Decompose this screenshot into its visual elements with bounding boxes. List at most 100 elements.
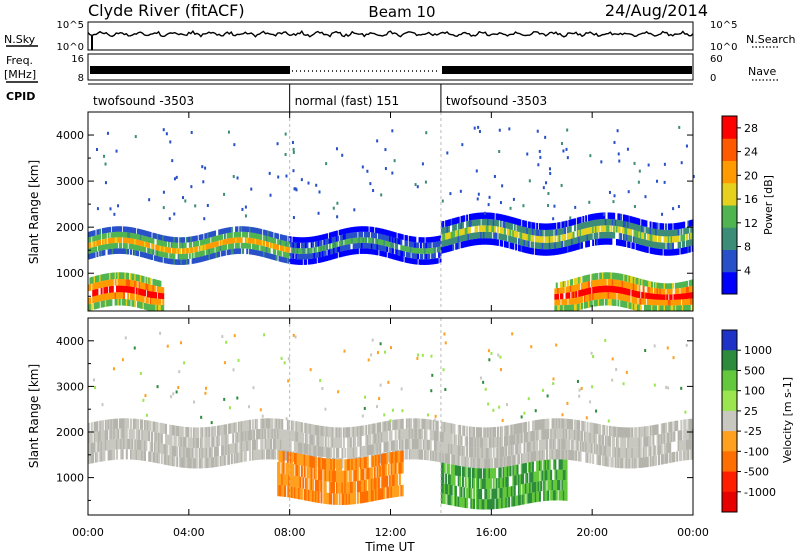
power-cell [130, 279, 133, 287]
velocity-cell [454, 485, 457, 497]
power-cell [456, 217, 459, 224]
velocity-cell [302, 432, 305, 444]
velocity-cell [114, 439, 117, 450]
velocity-cell [277, 439, 280, 450]
power-cell [538, 229, 541, 237]
power-cell [334, 247, 337, 254]
power-cell [202, 180, 205, 184]
power-cell [520, 226, 523, 233]
power-cell [687, 246, 690, 253]
velocity-cell [485, 488, 488, 500]
velocity-cell [660, 423, 663, 434]
power-cell [383, 234, 386, 241]
power-cell [293, 187, 296, 191]
velocity-cell [141, 419, 144, 430]
velocity-cell [508, 435, 511, 446]
velocity-cell [489, 437, 492, 448]
velocity-cell [688, 429, 691, 440]
velocity-cell [194, 447, 197, 459]
velocity-cell [572, 439, 575, 451]
velocity-cell [394, 429, 397, 441]
velocity-cell [123, 418, 126, 429]
velocity-cell [327, 426, 330, 438]
velocity-cell [482, 458, 485, 469]
velocity-cell [470, 457, 473, 468]
power-cell [209, 253, 212, 260]
power-cell [107, 273, 110, 280]
power-cell [580, 296, 583, 303]
power-cell [88, 242, 91, 249]
velocity-cell [383, 431, 386, 442]
velocity-cell [594, 423, 597, 434]
power-cell [362, 237, 365, 243]
velocity-cell [463, 446, 466, 457]
velocity-cell [551, 479, 554, 491]
power-cell [104, 181, 107, 185]
power-cell [389, 236, 392, 242]
power-cell [102, 233, 105, 240]
power-cell [600, 219, 603, 226]
velocity-cell [393, 474, 396, 486]
velocity-cell [501, 426, 504, 437]
velocity-cell [495, 498, 498, 509]
power-cell [449, 238, 452, 245]
power-cell [669, 288, 672, 295]
power-cell [369, 182, 372, 186]
velocity-cell [233, 453, 236, 464]
velocity-cell [286, 440, 289, 451]
power-cell [600, 238, 603, 245]
power-cell [603, 225, 606, 232]
power-cell [286, 246, 289, 253]
power-cell [131, 232, 134, 239]
power-cell [657, 288, 660, 295]
velocity-cell [92, 378, 95, 382]
power-cell [370, 248, 373, 255]
velocity-cell [376, 422, 379, 434]
velocity-cell [88, 422, 91, 434]
power-cell [92, 296, 95, 304]
velocity-cell [292, 451, 295, 462]
power-cell [348, 233, 351, 239]
power-cell [205, 244, 208, 250]
power-cell [475, 225, 478, 233]
power-cell [249, 232, 252, 238]
velocity-cell [223, 444, 226, 456]
velocity-cell [341, 458, 344, 469]
velocity-cell [342, 427, 345, 438]
velocity-cell [169, 445, 172, 456]
velocity-cell [611, 378, 614, 382]
power-cell [657, 282, 660, 289]
power-cell [123, 248, 126, 255]
power-cell [312, 253, 315, 259]
power-cell [604, 218, 607, 226]
velocity-cell [370, 490, 373, 502]
power-cell [618, 286, 621, 294]
power-cell [594, 293, 597, 300]
power-cell [452, 237, 455, 245]
power-cell [398, 239, 401, 245]
velocity-cell [118, 438, 121, 450]
power-cell [250, 249, 253, 255]
velocity-cell [426, 450, 429, 461]
velocity-cell [596, 423, 599, 435]
velocity-cell [460, 486, 463, 498]
velocity-cell [389, 475, 392, 487]
velocity-cell [279, 439, 282, 450]
power-cell [230, 248, 233, 255]
power-cell [589, 294, 592, 301]
velocity-cell [426, 439, 429, 451]
velocity-cell [335, 459, 338, 471]
velocity-cell [536, 450, 539, 461]
velocity-cell [400, 429, 403, 440]
power-cell [160, 257, 163, 263]
power-cell [139, 275, 142, 282]
velocity-cell [142, 398, 145, 402]
power-cell [165, 252, 168, 258]
power-cell [215, 246, 218, 253]
velocity-cell [467, 467, 470, 478]
power-cell [670, 283, 673, 289]
velocity-cell [690, 418, 693, 429]
power-cell [96, 240, 99, 247]
power-cell [286, 241, 289, 247]
velocity-cell [495, 457, 498, 468]
